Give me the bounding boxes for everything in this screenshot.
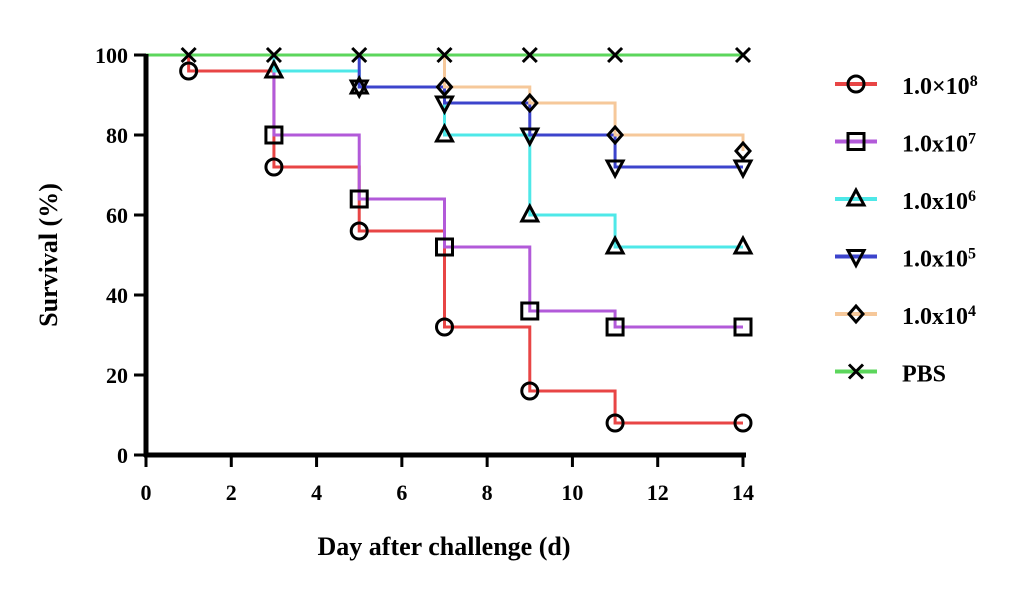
series-line-5 bbox=[146, 53, 745, 151]
y-tick-label: 60 bbox=[106, 203, 128, 228]
series-line-2 bbox=[146, 53, 743, 329]
x-tick-label: 0 bbox=[141, 480, 152, 505]
legend-item-3: 1.0x106 bbox=[835, 186, 976, 216]
legend-label: PBS bbox=[902, 362, 946, 388]
data-point-s5-2 bbox=[520, 92, 539, 114]
y-tick-label: 100 bbox=[95, 43, 128, 68]
data-point-s2-1 bbox=[264, 125, 284, 145]
axes bbox=[143, 54, 746, 458]
data-point-s1-2 bbox=[264, 157, 284, 177]
legend-marker bbox=[845, 186, 867, 207]
series-line-4 bbox=[146, 53, 743, 169]
data-point-s3-1 bbox=[263, 58, 285, 79]
legend-item-4: 1.0x105 bbox=[835, 245, 976, 273]
data-point-s3-4 bbox=[519, 202, 541, 223]
data-point-s1-4 bbox=[435, 317, 454, 337]
legend-marker bbox=[847, 303, 865, 325]
data-point-s2-6 bbox=[733, 317, 753, 337]
y-tick-label: 20 bbox=[106, 363, 128, 388]
data-point-s6-6 bbox=[607, 46, 624, 64]
y-tick-label: 40 bbox=[106, 283, 128, 308]
legend-label: 1.0x106 bbox=[902, 188, 976, 216]
legend-item-6: PBS bbox=[835, 362, 946, 388]
legend-marker bbox=[845, 249, 867, 269]
data-point-s3-3 bbox=[434, 122, 455, 143]
legend: 1.0×108 1.0x107 1.0x106 1.0x105 1.0x104 PBS bbox=[835, 73, 978, 388]
data-point-s2-4 bbox=[520, 301, 540, 321]
legend-item-2: 1.0x107 bbox=[835, 130, 976, 158]
x-tick-label: 12 bbox=[647, 480, 669, 505]
data-point-s2-3 bbox=[435, 237, 454, 257]
data-point-s1-5 bbox=[520, 381, 540, 401]
legend-marker bbox=[847, 363, 865, 380]
x-tick-label: 2 bbox=[226, 480, 237, 505]
legend-label: 1.0x107 bbox=[902, 130, 976, 158]
x-tick-label: 8 bbox=[482, 480, 493, 505]
data-point-s6-4 bbox=[436, 46, 453, 64]
data-point-s4-1 bbox=[348, 79, 370, 100]
x-axis-title: Day after challenge (d) bbox=[318, 532, 571, 561]
series-markers bbox=[179, 46, 754, 433]
data-point-s6-7 bbox=[734, 46, 752, 64]
data-point-s1-6 bbox=[605, 413, 625, 433]
legend-label: 1.0x105 bbox=[902, 245, 976, 273]
data-point-s5-1 bbox=[435, 76, 454, 98]
data-point-s3-6 bbox=[732, 234, 754, 255]
data-point-s1-1 bbox=[179, 61, 199, 81]
legend-item-5: 1.0x104 bbox=[835, 303, 976, 331]
data-point-s4-4 bbox=[604, 159, 626, 180]
data-point-s1-3 bbox=[349, 221, 369, 241]
y-axis-title: Survival (%) bbox=[34, 183, 63, 327]
legend-marker bbox=[846, 74, 866, 94]
data-point-s2-2 bbox=[349, 189, 369, 209]
legend-marker bbox=[846, 132, 866, 151]
data-point-s5-4 bbox=[734, 140, 752, 162]
data-point-s6-5 bbox=[521, 46, 538, 64]
data-point-s3-5 bbox=[604, 234, 626, 255]
legend-label: 1.0x104 bbox=[902, 303, 976, 331]
data-point-s6-3 bbox=[351, 46, 368, 64]
data-point-s4-3 bbox=[519, 127, 541, 148]
data-point-s1-7 bbox=[733, 413, 753, 433]
legend-item-1: 1.0×108 bbox=[835, 73, 978, 101]
x-tick-label: 4 bbox=[311, 480, 322, 505]
x-tick-label: 14 bbox=[732, 480, 754, 505]
x-tick-label: 10 bbox=[561, 480, 583, 505]
ticks: 0 2 4 6 8 10 12 14 0 20 40 60 80 100 bbox=[95, 43, 754, 505]
series-line-1 bbox=[146, 53, 743, 425]
data-point-s6-2 bbox=[265, 46, 282, 64]
y-tick-label: 80 bbox=[106, 123, 128, 148]
legend-label: 1.0×108 bbox=[902, 73, 978, 101]
x-tick-label: 6 bbox=[396, 480, 407, 505]
data-point-s2-5 bbox=[605, 317, 625, 337]
y-tick-label: 0 bbox=[117, 443, 128, 468]
data-point-s6-1 bbox=[180, 46, 197, 64]
data-point-s5-3 bbox=[606, 124, 625, 146]
